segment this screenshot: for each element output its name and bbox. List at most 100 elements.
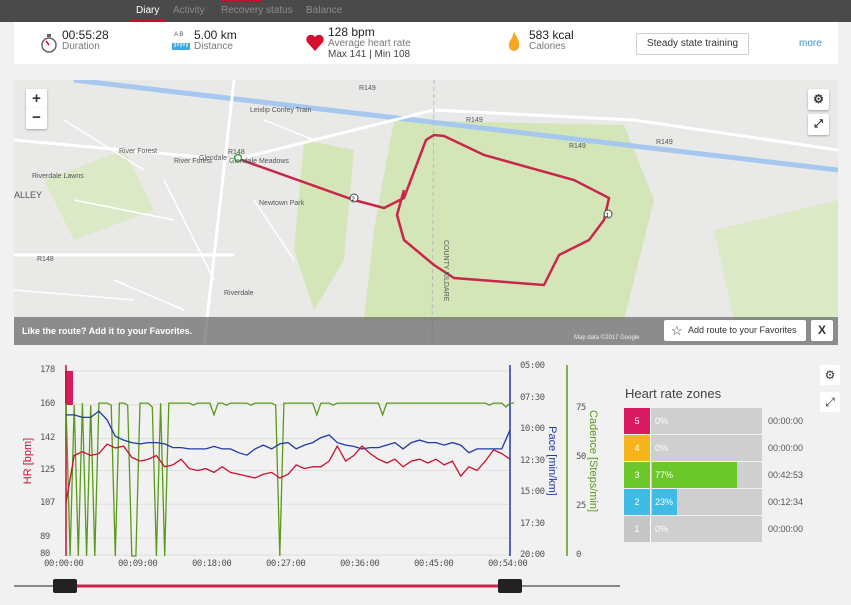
cadence-axis-label: Cadence [Steps/min] xyxy=(587,409,600,513)
training-type-button[interactable]: Steady state training xyxy=(636,33,749,55)
add-to-favorites-label: Add route to your Favorites xyxy=(688,325,797,335)
zone-bar xyxy=(652,462,737,488)
heart-icon xyxy=(306,35,324,51)
route-map[interactable]: 2 1 Leixlip Confey Train Glendale Glendale… xyxy=(14,80,838,345)
pace-tick: 15:00 xyxy=(520,487,545,497)
hr-tick: 125 xyxy=(40,464,55,475)
pace-tick: 20:00 xyxy=(520,550,545,560)
svg-text:Glendale: Glendale xyxy=(199,155,227,162)
hr-tick: 142 xyxy=(40,432,55,443)
pace-axis-label: Pace [min/km] xyxy=(545,426,558,496)
svg-text:River Forest: River Forest xyxy=(174,158,212,165)
hr-axis-label: HR [bpm] xyxy=(22,437,35,485)
pace-tick: 17:30 xyxy=(520,518,545,529)
zone-time: 00:00:00 xyxy=(768,443,804,453)
duration-label: Duration xyxy=(62,41,100,52)
zone-percent: 23% xyxy=(655,497,674,507)
zone-row-2: 2 23% xyxy=(624,489,762,515)
hr-tick: 89 xyxy=(40,532,50,543)
flame-icon xyxy=(508,31,520,51)
svg-text:Leixlip Confey Train: Leixlip Confey Train xyxy=(250,107,312,114)
svg-text:ALLEY: ALLEY xyxy=(14,190,42,200)
add-to-favorites-button[interactable]: ☆ Add route to your Favorites xyxy=(664,320,806,341)
cadence-tick: 0 xyxy=(576,550,581,560)
heart-rate-label: Average heart rate xyxy=(328,38,411,49)
svg-text:River Forest: River Forest xyxy=(119,148,157,155)
x-tick: 00:36:00 xyxy=(340,559,380,569)
svg-text:Riverdale Lawns: Riverdale Lawns xyxy=(32,173,84,180)
tab-balance[interactable]: Balance xyxy=(306,5,343,16)
fullscreen-icon[interactable]: ⤢ xyxy=(808,114,829,135)
chart-settings-icon[interactable]: ⚙ xyxy=(820,365,840,385)
hr-tick: 160 xyxy=(40,398,55,409)
cadence-tick: 75 xyxy=(576,403,586,413)
pace-series-line xyxy=(66,410,511,456)
svg-text:R149: R149 xyxy=(466,117,483,124)
x-tick: 00:09:00 xyxy=(118,559,158,569)
timeline-handle-end xyxy=(498,579,522,593)
zone-stripe xyxy=(65,371,73,405)
tab-recovery-status[interactable]: Recovery status xyxy=(221,5,293,16)
favorites-bar: Like the route? Add it to your Favorites… xyxy=(14,317,838,345)
cadence-series-line xyxy=(65,402,515,557)
zone-time: 00:00:00 xyxy=(768,416,804,426)
heart-rate-value: 128 bpm xyxy=(328,25,375,39)
svg-text:R149: R149 xyxy=(656,139,673,146)
zone-time: 00:12:34 xyxy=(768,497,804,507)
zone-row-5: 5 0% xyxy=(624,408,762,434)
cadence-tick: 25 xyxy=(576,501,586,511)
hr-series-line xyxy=(65,443,511,503)
tab-activity[interactable]: Activity xyxy=(173,5,205,16)
map-canvas: 2 1 Leixlip Confey Train Glendale Glendale… xyxy=(14,80,838,345)
pace-tick: 07:30 xyxy=(520,392,545,403)
hr-pace-cadence-chart[interactable] xyxy=(0,355,620,605)
zoom-out-button[interactable]: − xyxy=(26,108,47,129)
zone-percent: 0% xyxy=(655,443,669,453)
zone-row-3: 3 77% xyxy=(624,462,762,488)
zone-time: 00:42:53 xyxy=(768,470,804,480)
map-marker-1: 1 xyxy=(606,213,610,219)
x-tick: 00:18:00 xyxy=(192,559,232,569)
timeline-handle-start xyxy=(53,579,77,593)
pace-tick: 12:30 xyxy=(520,455,545,466)
heart-rate-zones-title: Heart rate zones xyxy=(625,386,722,401)
zone-percent: 77% xyxy=(655,470,674,480)
calories-label: Calories xyxy=(529,41,566,52)
zoom-in-button[interactable]: + xyxy=(26,89,47,110)
svg-text:R148: R148 xyxy=(37,256,54,263)
nav-accent xyxy=(221,0,261,2)
svg-text:Riverdale: Riverdale xyxy=(224,290,254,297)
zone-bar xyxy=(652,489,678,515)
svg-text:COUNTY KILDARE: COUNTY KILDARE xyxy=(442,240,449,302)
chart-fullscreen-icon[interactable]: ⤢ xyxy=(820,392,840,412)
zone-number: 5 xyxy=(624,408,651,434)
distance-label: Distance xyxy=(194,41,233,52)
duration-value: 00:55:28 xyxy=(62,28,109,42)
ruler-icon xyxy=(172,43,190,50)
zone-number: 3 xyxy=(624,462,651,488)
hr-tick: 107 xyxy=(40,498,55,509)
zone-percent: 0% xyxy=(655,416,669,426)
svg-text:Glendale Meadows: Glendale Meadows xyxy=(229,158,289,165)
calories-value: 583 kcal xyxy=(529,28,574,42)
x-tick: 00:54:00 xyxy=(488,559,528,569)
x-tick: 00:00:00 xyxy=(44,559,84,569)
map-settings-icon[interactable]: ⚙ xyxy=(808,89,829,110)
tab-diary[interactable]: Diary xyxy=(128,5,167,22)
zone-row-1: 1 0% xyxy=(624,516,762,542)
favorites-prompt: Like the route? Add it to your Favorites… xyxy=(22,326,193,336)
distance-value: 5.00 km xyxy=(194,28,237,42)
svg-text:R149: R149 xyxy=(359,85,376,92)
x-tick: 00:45:00 xyxy=(414,559,454,569)
ab-label: A B xyxy=(174,32,184,38)
pace-tick: 05:00 xyxy=(520,361,545,371)
x-tick: 00:27:00 xyxy=(266,559,306,569)
map-marker-2: 2 xyxy=(352,197,356,203)
close-favorites-button[interactable]: X xyxy=(811,320,833,341)
zone-number: 1 xyxy=(624,516,651,542)
training-summary: 00:55:28 Duration A B 5.00 km Distance 128… xyxy=(14,22,838,64)
more-link[interactable]: more xyxy=(799,38,822,49)
zone-time: 00:00:00 xyxy=(768,524,804,534)
zone-number: 2 xyxy=(624,489,651,515)
hr-tick: 80 xyxy=(40,549,50,559)
